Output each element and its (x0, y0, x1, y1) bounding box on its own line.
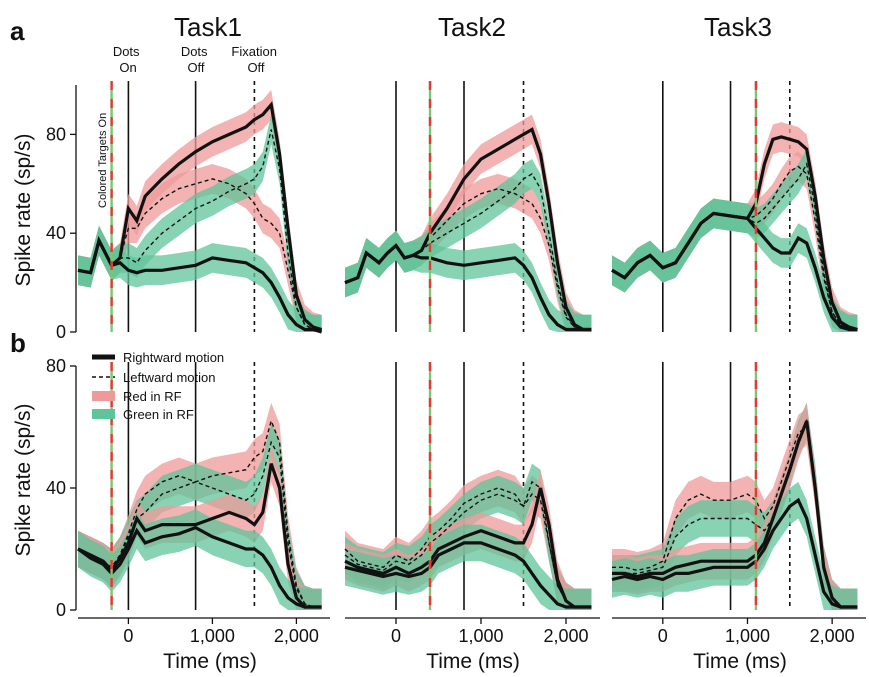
band-red-dashed (78, 164, 322, 332)
y-tick-label-80: 80 (46, 356, 66, 376)
band-green-solid (612, 481, 858, 610)
panel-1: 0 40 80 (46, 81, 323, 342)
band-red-dashed (78, 402, 322, 610)
event-label-dots-on-line1: Dots (113, 44, 140, 59)
band-green-solid (612, 198, 858, 332)
series-line-2 (612, 418, 858, 608)
event-label-dots-off-line2: Off (187, 60, 204, 75)
xlabel-task2: Time (ms) (426, 650, 520, 673)
x-tick-label-2000: 2,000 (543, 626, 588, 646)
title-task3: Task3 (704, 12, 772, 42)
legend-label-red: Red in RF (123, 389, 182, 404)
series-line-2 (77, 178, 322, 331)
panel-letter-a: a (10, 16, 25, 46)
event-label-targets-on: Colored Targets On (97, 113, 109, 208)
y-tick-label-40: 40 (46, 223, 66, 243)
series-line-4 (77, 525, 322, 609)
panel-2 (344, 81, 592, 332)
ylabel-row-b: Spike rate (sp/s) (12, 404, 35, 557)
legend-swatch-green (92, 409, 115, 419)
series-line-3 (612, 420, 858, 609)
ylabel-row-a: Spike rate (sp/s) (12, 134, 35, 287)
y-tick-label-80: 80 (46, 124, 66, 144)
series-line-4 (344, 541, 592, 609)
y-tick-label-0: 0 (56, 322, 66, 342)
series-line-4 (611, 497, 858, 609)
series-line-4 (611, 211, 858, 332)
legend-label-green: Green in RF (123, 407, 194, 422)
series-line-2 (344, 480, 592, 608)
event-label-dots-off-line1: Dots (181, 44, 208, 59)
series-line-1 (77, 101, 323, 332)
panel-letter-b: b (10, 328, 26, 358)
event-label-dots-off: Dots Off (181, 44, 211, 75)
legend-label-rightward: Rightward motion (123, 350, 224, 365)
xlabel-task1: Time (ms) (163, 650, 257, 673)
series-line-3 (344, 487, 592, 609)
panel-5: 0 1,000 2,000 (344, 362, 600, 646)
x-tick-label-0: 0 (123, 626, 133, 646)
band-green-dashed (612, 149, 858, 332)
event-label-fixation-off-line1: Fixation (231, 44, 277, 59)
band-green-solid (345, 524, 592, 610)
title-task2: Task2 (438, 12, 506, 42)
legend-swatch-red (92, 391, 115, 401)
event-label-dots-on: Dots On (113, 44, 143, 75)
series-line-2 (77, 440, 322, 608)
band-green-dashed (78, 424, 322, 610)
xlabel-task3: Time (ms) (693, 650, 787, 673)
series-line-4 (344, 243, 592, 332)
band-red-dashed (345, 173, 592, 332)
band-green-solid (78, 225, 322, 332)
event-label-fixation-off-line2: Off (247, 60, 264, 75)
panel-6: 0 1,000 2,000 (611, 362, 866, 646)
x-tick-label-0: 0 (658, 626, 668, 646)
x-tick-label-2000: 2,000 (810, 626, 855, 646)
series-line-4 (77, 236, 323, 334)
legend: Rightward motion Leftward motion Red in … (92, 350, 224, 422)
x-tick-label-0: 0 (391, 626, 401, 646)
event-label-dots-on-line2: On (119, 60, 136, 75)
y-tick-label-0: 0 (56, 600, 66, 620)
legend-label-leftward: Leftward motion (123, 370, 216, 385)
x-tick-label-1000: 1,000 (190, 626, 235, 646)
series-line-1 (612, 425, 858, 608)
title-task1: Task1 (174, 12, 242, 42)
x-tick-label-1000: 1,000 (725, 626, 770, 646)
panel-4: 0 40 80 0 1,000 2,000 (46, 356, 330, 646)
panels-group: 0 40 80 0 40 80 0 1,000 2,000 0 1,000 2,000 0 1,000 2,… (46, 81, 866, 646)
x-tick-label-2000: 2,000 (274, 626, 319, 646)
y-tick-label-40: 40 (46, 478, 66, 498)
event-label-fixation-off: Fixation Off (231, 44, 280, 75)
panel-3 (611, 81, 858, 332)
x-tick-label-1000: 1,000 (458, 626, 503, 646)
series-line-3 (77, 463, 322, 609)
